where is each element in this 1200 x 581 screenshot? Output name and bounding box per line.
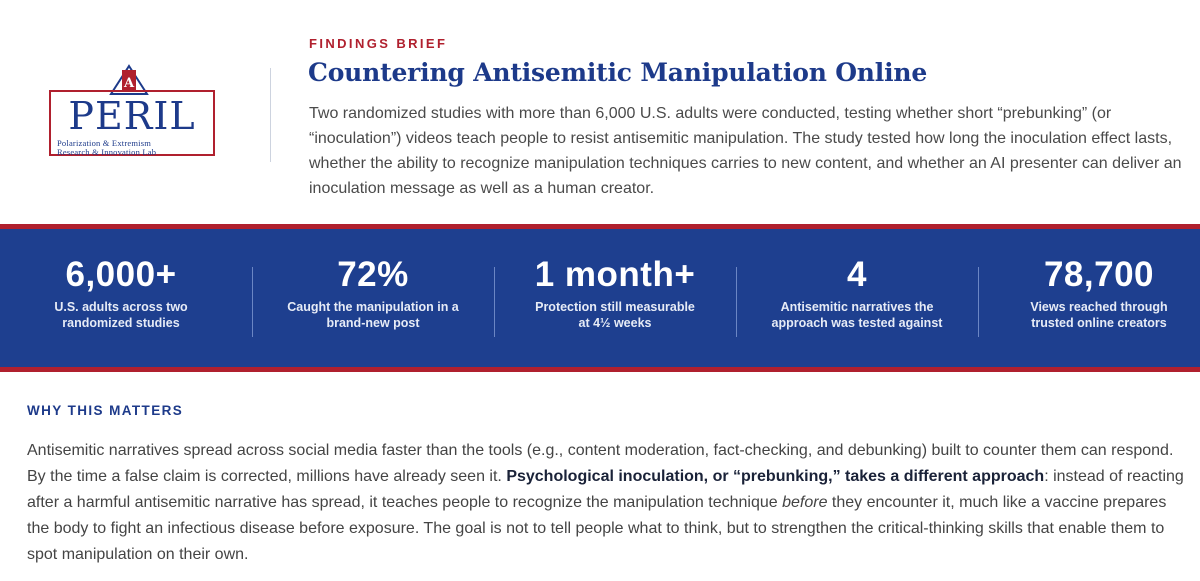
stat-divider: [252, 267, 253, 337]
eyebrow-label: FINDINGS BRIEF: [309, 36, 448, 51]
stat-divider: [494, 267, 495, 337]
page-title: Countering Antisemitic Manipulation Onli…: [308, 58, 928, 87]
why-text-2: : instead of reacting after a harmful an…: [27, 468, 1184, 511]
stat-duration: 1 month+ Protection still measurable at …: [515, 255, 715, 331]
svg-text:A: A: [123, 76, 135, 91]
stat-label: Protection still measurable at 4½ weeks: [535, 300, 695, 330]
stat-views: 78,700 Views reached through trusted onl…: [999, 255, 1199, 331]
logo-subtitle: Polarization & Extremism Research & Inno…: [57, 139, 217, 157]
stat-divider: [978, 267, 979, 337]
why-text-italic: before: [782, 494, 828, 511]
stat-label: Antisemitic narratives the approach was …: [771, 300, 943, 330]
why-paragraph: Antisemitic narratives spread across soc…: [27, 438, 1187, 568]
stat-label: Views reached through trusted online cre…: [1030, 300, 1168, 330]
brief-header: A PERIL Polarization & Extremism Researc…: [0, 0, 1200, 222]
intro-paragraph: Two randomized studies with more than 6,…: [309, 105, 1182, 197]
au-emblem-icon: A: [109, 64, 149, 95]
stat-label: Caught the manipulation in a brand-new p…: [287, 300, 459, 330]
logo-wordmark: PERIL: [68, 94, 196, 138]
why-heading: WHY THIS MATTERS: [27, 403, 184, 418]
why-text-bold: Psychological inoculation, or “prebunkin…: [506, 468, 1045, 485]
why-text-1: Antisemitic narratives spread across soc…: [27, 442, 1174, 485]
stat-value: 6,000+: [65, 255, 177, 294]
stat-label: U.S. adults across two randomized studie…: [54, 300, 188, 330]
stat-narratives: 4 Antisemitic narratives the approach wa…: [757, 255, 957, 331]
stat-value: 1 month+: [534, 255, 696, 294]
stat-value: 72%: [337, 255, 409, 294]
stats-band: 6,000+ U.S. adults across two randomized…: [0, 224, 1200, 372]
header-divider: [270, 68, 271, 162]
logo-frame: [49, 90, 215, 156]
stat-divider: [736, 267, 737, 337]
logo-subtitle-line1: Polarization & Extremism: [57, 138, 152, 148]
stat-caught: 72% Caught the manipulation in a brand-n…: [273, 255, 473, 331]
stat-value: 78,700: [1043, 255, 1155, 294]
stat-participants: 6,000+ U.S. adults across two randomized…: [21, 255, 221, 331]
peril-logo: A PERIL Polarization & Extremism Researc…: [49, 64, 219, 164]
stat-value: 4: [847, 255, 867, 294]
logo-subtitle-line2: Research & Innovation Lab: [57, 147, 157, 157]
why-text-3: they encounter it, much like a vaccine p…: [27, 494, 1167, 563]
